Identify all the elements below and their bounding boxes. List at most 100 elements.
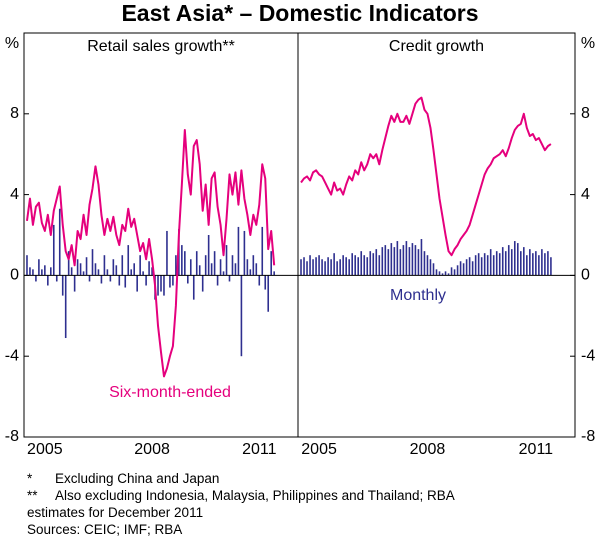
bar (486, 255, 489, 276)
y-tick-label: -8 (5, 428, 19, 445)
bar (115, 265, 118, 276)
bar (130, 269, 133, 276)
x-tick-label: 2005 (27, 441, 63, 458)
bar (336, 261, 338, 276)
bar (474, 255, 477, 276)
bar (516, 243, 519, 276)
bar (187, 275, 189, 284)
bar (405, 241, 408, 276)
bar (523, 247, 525, 276)
bar (246, 259, 249, 276)
chart: East Asia* – Domestic Indicators % % Ret… (5, 0, 596, 458)
y-tick-label: -4 (5, 347, 19, 364)
bar (184, 251, 186, 276)
bar (58, 208, 61, 276)
frame (23, 32, 576, 438)
bar (142, 271, 144, 276)
bar (501, 247, 504, 276)
bar (333, 253, 335, 276)
bar (357, 257, 360, 276)
bar (76, 259, 79, 276)
bar (94, 263, 97, 276)
bar (495, 251, 498, 276)
bar (207, 235, 210, 276)
bar (520, 251, 522, 276)
bar (393, 247, 396, 276)
bar (372, 253, 375, 276)
bar (444, 271, 447, 276)
bar (243, 230, 246, 276)
bar (309, 255, 311, 276)
bar (408, 247, 411, 276)
bar (267, 275, 270, 312)
bar (327, 257, 329, 276)
line (25, 128, 276, 378)
bar (354, 255, 357, 276)
y-tick-label: 8 (581, 105, 590, 122)
bar (118, 275, 121, 286)
bar (541, 249, 543, 276)
bar (210, 263, 213, 276)
bar (450, 267, 453, 276)
bar (544, 253, 546, 276)
bar (411, 243, 414, 276)
bar (136, 275, 138, 292)
bar (70, 267, 73, 276)
bar (477, 253, 480, 276)
y-tick-label: -8 (581, 428, 595, 445)
bar (348, 259, 350, 276)
bar (106, 269, 109, 276)
bar (360, 251, 363, 276)
bar (459, 261, 462, 276)
bar (498, 253, 501, 276)
bar (204, 255, 207, 276)
bar (44, 265, 46, 276)
bar (47, 275, 49, 286)
bar (270, 251, 272, 276)
bar (529, 249, 531, 276)
bar (381, 247, 384, 276)
bar (456, 265, 459, 276)
bar (195, 251, 198, 276)
x-tick-label: 2011 (519, 441, 554, 458)
bar (55, 275, 58, 282)
bar (139, 255, 141, 276)
bar (61, 275, 64, 296)
bar (181, 245, 183, 276)
bar (41, 269, 43, 276)
bar (480, 257, 483, 276)
bar (213, 251, 216, 276)
bar (300, 259, 302, 276)
bar (399, 249, 402, 276)
series-label: Monthly (390, 287, 446, 304)
x-tick-label: 2008 (410, 441, 446, 458)
bar (97, 269, 100, 276)
bar (366, 257, 369, 276)
bar (216, 275, 219, 286)
bar (175, 255, 177, 276)
bar (453, 269, 456, 276)
bar (198, 265, 201, 276)
bar (121, 255, 124, 276)
bar (237, 226, 240, 276)
bar (447, 273, 450, 276)
y-tick-label: 8 (10, 105, 19, 122)
bar (109, 275, 112, 282)
y-unit: % (581, 35, 595, 52)
bar (489, 249, 492, 276)
bar (255, 263, 258, 276)
bar (112, 259, 115, 276)
bar (240, 275, 243, 357)
bar (166, 230, 168, 276)
bar (172, 275, 174, 286)
bar (133, 263, 135, 276)
bar (249, 269, 252, 276)
bar (363, 255, 366, 276)
bar (432, 263, 435, 276)
bar (64, 275, 67, 339)
bar (339, 259, 341, 276)
bar (318, 255, 320, 276)
bar (387, 249, 390, 276)
bar (35, 275, 37, 282)
